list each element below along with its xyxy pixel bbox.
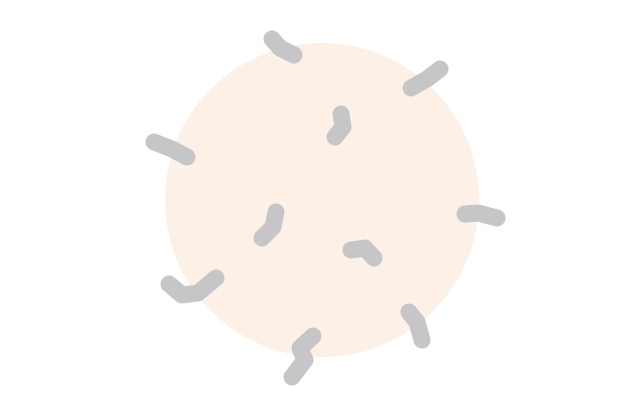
beige-disc xyxy=(165,43,479,357)
worm-shape xyxy=(145,133,196,166)
worm-shape xyxy=(342,239,383,267)
worm-shape xyxy=(283,327,322,386)
worm-shape xyxy=(400,303,431,349)
worm-shape xyxy=(263,30,303,64)
worm-shape xyxy=(402,60,449,97)
worm-shape xyxy=(160,269,225,304)
worm-shape xyxy=(326,105,352,146)
worm-shape xyxy=(456,204,506,227)
worm-shape xyxy=(253,203,285,247)
